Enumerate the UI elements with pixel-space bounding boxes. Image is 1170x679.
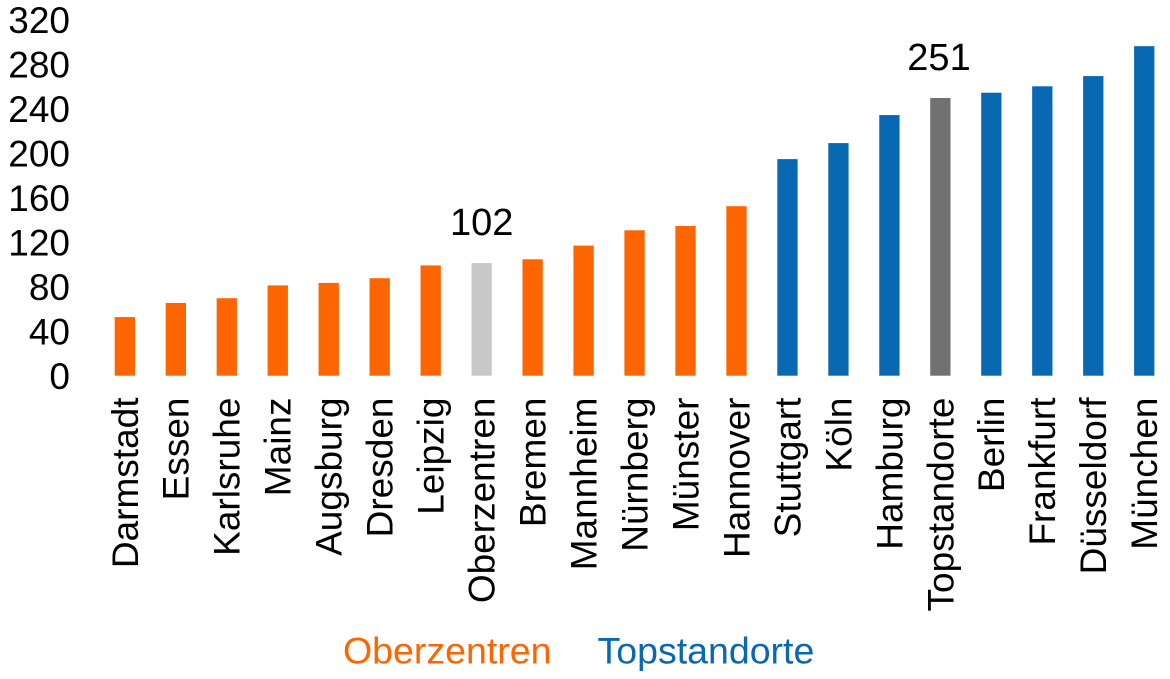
svg-text:102: 102 xyxy=(450,202,513,244)
svg-text:40: 40 xyxy=(29,311,70,352)
svg-text:Mainz: Mainz xyxy=(258,398,299,497)
svg-text:251: 251 xyxy=(907,37,970,79)
svg-text:Topstandorte: Topstandorte xyxy=(598,630,815,672)
svg-text:Köln: Köln xyxy=(818,398,859,472)
svg-text:Mannheim: Mannheim xyxy=(563,398,604,571)
svg-text:Augsburg: Augsburg xyxy=(309,398,350,556)
svg-text:200: 200 xyxy=(8,133,70,174)
svg-text:0: 0 xyxy=(49,356,70,397)
svg-text:240: 240 xyxy=(8,89,70,130)
svg-text:Darmstadt: Darmstadt xyxy=(105,397,146,568)
svg-text:320: 320 xyxy=(8,0,70,41)
svg-text:Leipzig: Leipzig xyxy=(411,398,452,515)
svg-text:Essen: Essen xyxy=(156,398,197,501)
svg-text:Hannover: Hannover xyxy=(716,398,757,558)
svg-text:Oberzentren: Oberzentren xyxy=(462,398,503,604)
svg-text:Düsseldorf: Düsseldorf xyxy=(1073,397,1114,575)
svg-text:Berlin: Berlin xyxy=(971,398,1012,493)
svg-text:Münster: Münster xyxy=(665,398,706,532)
svg-text:80: 80 xyxy=(29,267,70,308)
svg-text:Oberzentren: Oberzentren xyxy=(343,630,551,672)
svg-text:Nürnberg: Nürnberg xyxy=(614,398,655,552)
svg-text:160: 160 xyxy=(8,178,70,219)
svg-text:Stuttgart: Stuttgart xyxy=(767,397,808,538)
svg-text:Hamburg: Hamburg xyxy=(869,398,910,550)
svg-text:280: 280 xyxy=(8,44,70,85)
svg-text:München: München xyxy=(1124,398,1165,550)
svg-text:Bremen: Bremen xyxy=(513,398,554,528)
svg-text:Topstandorte: Topstandorte xyxy=(920,398,961,612)
svg-text:Frankfurt: Frankfurt xyxy=(1022,397,1063,546)
svg-text:120: 120 xyxy=(8,222,70,263)
svg-text:Dresden: Dresden xyxy=(360,397,401,537)
svg-text:Karlsruhe: Karlsruhe xyxy=(207,398,248,556)
